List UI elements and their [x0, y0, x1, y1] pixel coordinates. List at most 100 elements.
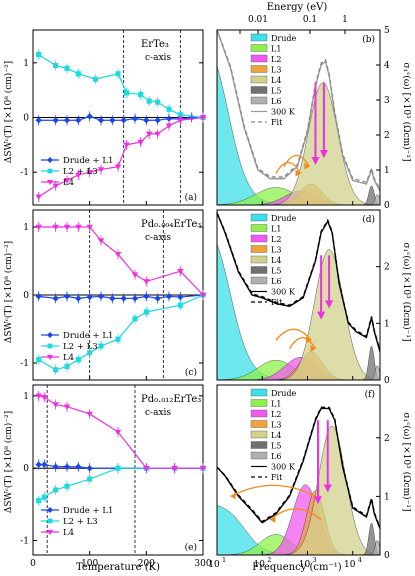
legend-label: L2 + L3 — [63, 342, 98, 352]
data-point — [63, 224, 71, 231]
y-tick-label: 0 — [23, 464, 29, 474]
data-point — [36, 52, 42, 58]
plot-area — [217, 212, 380, 380]
y-tick-label: 0 — [384, 376, 390, 386]
left-ylabel-2: ΔSWᶜ(T) [×10⁸ (cm)⁻²] — [3, 411, 14, 513]
y-tick-label: 1 — [23, 59, 29, 69]
data-point — [35, 224, 42, 231]
legend-marker — [47, 518, 53, 524]
legend-swatch — [250, 409, 268, 418]
data-point — [41, 395, 48, 401]
legend-swatch — [250, 388, 268, 397]
panel-subtitle: c-axis — [145, 233, 171, 243]
y-tick-label: 2 — [384, 434, 390, 444]
data-point — [53, 62, 59, 69]
y-tick-label: -1 — [20, 537, 29, 547]
data-point — [120, 117, 127, 124]
y-tick-label: 1 — [384, 492, 390, 502]
data-point — [52, 295, 59, 302]
legend-label: 300 K — [271, 108, 296, 117]
legend-label: L6 — [271, 452, 281, 461]
arrow-head — [304, 162, 310, 170]
legend-label: Drude — [271, 34, 297, 43]
panel-subtitle: c-axis — [145, 408, 171, 418]
data-point — [63, 404, 71, 410]
data-point — [154, 295, 161, 302]
data-point — [143, 293, 150, 300]
data-point — [131, 272, 139, 278]
data-point — [145, 131, 153, 138]
data-point — [86, 293, 93, 301]
plot-area — [217, 30, 380, 205]
legend-swatch — [250, 266, 268, 274]
legend-label: L5 — [271, 442, 281, 451]
data-point — [41, 461, 48, 468]
data-point — [86, 411, 93, 418]
data-point — [53, 367, 59, 373]
legend-marker — [47, 507, 53, 513]
data-point — [177, 117, 184, 124]
legend-marker — [47, 354, 53, 360]
data-point — [63, 178, 71, 184]
legend-swatch — [250, 54, 268, 63]
data-point — [131, 115, 139, 122]
y-tick-label: 0 — [384, 201, 390, 211]
right-ylabel-2: σ₁ᶜ(ω) [×10³ (Ωcm)⁻¹] — [401, 413, 412, 512]
data-point — [86, 169, 93, 176]
data-point — [64, 363, 70, 369]
legend-swatch — [250, 65, 268, 73]
data-point — [52, 402, 59, 408]
data-point — [52, 117, 59, 124]
data-point — [177, 112, 183, 118]
data-point — [63, 293, 71, 300]
panel-title: Pd₀.₀₀₄ErTe₃ — [141, 219, 201, 230]
transfer-arrow — [283, 154, 310, 167]
data-point — [177, 268, 184, 275]
data-point — [146, 98, 152, 104]
legend-marker — [47, 332, 53, 338]
arrow-head — [311, 157, 320, 165]
legend-label: L4 — [63, 178, 74, 188]
y-tick-label: 2 — [384, 131, 390, 141]
top-tick-0: 0.01 — [248, 15, 268, 25]
legend-marker — [47, 157, 53, 163]
curve-fit — [217, 212, 380, 351]
x-tick-exponent: 1 — [222, 556, 226, 564]
x-tick-label: 100 — [81, 559, 98, 569]
y-tick-label: 5 — [384, 26, 390, 36]
series-line — [38, 54, 204, 119]
data-point — [98, 343, 104, 349]
data-point — [75, 71, 81, 77]
legend-label: Fit — [271, 473, 283, 482]
x-tick-label: 300 — [194, 559, 211, 569]
legend-label: L5 — [271, 87, 281, 96]
data-point — [36, 357, 42, 363]
arrow-head — [295, 169, 301, 177]
data-point — [64, 483, 70, 489]
right-ylabel-0: σ₁ᶜ(ω) [×10³ (Ωcm)⁻¹] — [401, 63, 412, 162]
panel-label: (b) — [362, 34, 375, 45]
data-point — [75, 357, 81, 363]
legend-label: L4 — [271, 256, 281, 265]
data-point — [114, 251, 122, 258]
legend-marker — [47, 168, 53, 174]
data-point — [53, 487, 59, 493]
data-point — [165, 115, 173, 122]
data-point — [52, 224, 59, 231]
data-point — [115, 465, 121, 471]
data-point — [114, 164, 122, 170]
data-point — [97, 293, 105, 300]
y-tick-label: -1 — [20, 359, 29, 369]
data-point — [171, 465, 178, 472]
curve-fit — [217, 30, 380, 190]
x-tick-label: 10 — [208, 560, 220, 570]
legend-label: L3 — [271, 246, 281, 255]
plot-area — [217, 406, 380, 555]
transfer-arrow — [275, 328, 312, 341]
data-point — [36, 498, 42, 504]
legend-swatch — [250, 430, 268, 439]
legend-label: Fit — [271, 118, 283, 127]
arrow-head — [325, 300, 334, 309]
arrow-head — [317, 311, 326, 320]
